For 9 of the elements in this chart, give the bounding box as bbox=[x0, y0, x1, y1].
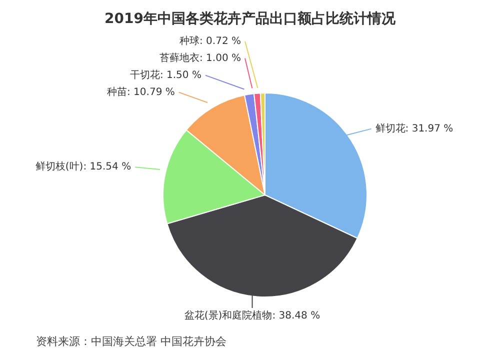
slice-label: 盆花(景)和庭院植物: 38.48 % bbox=[184, 310, 320, 322]
slice-label: 种苗: 10.79 % bbox=[107, 86, 175, 98]
chart-title: 2019年中国各类花卉产品出口额占比统计情况 bbox=[104, 10, 396, 28]
slice-label: 干切花: 1.50 % bbox=[130, 68, 202, 81]
slice-label: 鲜切花: 31.97 % bbox=[375, 122, 454, 134]
text: 资料来源：中国海关总署 中国花卉协会 bbox=[36, 334, 226, 349]
slice-label: 种球: 0.72 % bbox=[180, 34, 241, 47]
slice-label: 苔藓地衣: 1.00 % bbox=[160, 52, 241, 64]
slice-label: 鲜切枝(叶): 15.54 % bbox=[35, 160, 132, 173]
